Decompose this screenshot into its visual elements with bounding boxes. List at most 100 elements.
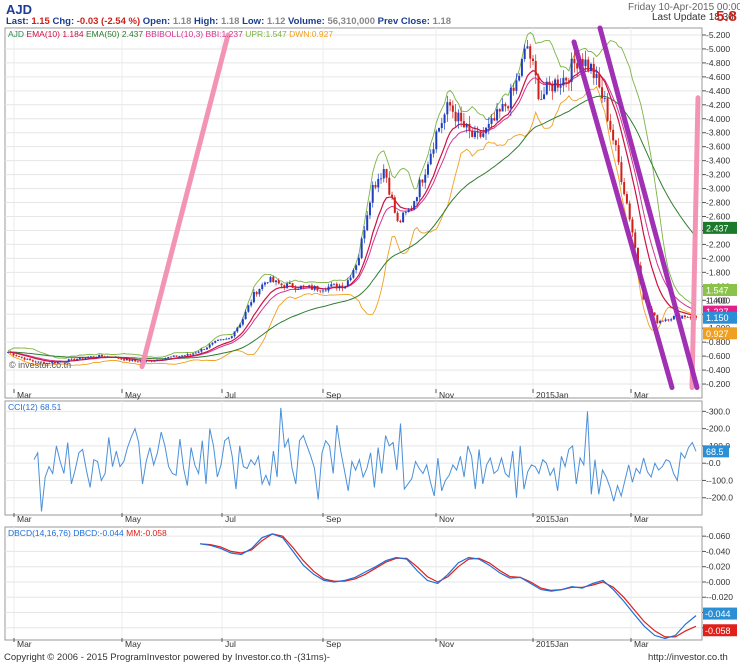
dbcd-legend: DBCD(14,16,76) DBCD:-0.044 MM:-0.058 [8, 528, 167, 538]
candle-body [299, 285, 302, 290]
candle-body [479, 131, 482, 137]
candle-body [670, 319, 673, 321]
candle-body [512, 87, 515, 91]
candle-body [664, 319, 667, 321]
candle-body [255, 292, 258, 295]
candle-body [592, 63, 595, 79]
dbcd-grid [5, 527, 702, 640]
candle-body [283, 285, 286, 288]
candle-body [374, 184, 377, 188]
candle-body [443, 114, 446, 124]
candle-body [111, 357, 114, 358]
price-x-label: Sep [326, 390, 341, 400]
price-x-label: Mar [634, 390, 649, 400]
candle-body [498, 109, 501, 112]
price-y-label: -5.200 [706, 30, 730, 40]
candle-body [614, 140, 617, 146]
price-x-label: May [125, 390, 142, 400]
candle-body [454, 111, 457, 122]
price-y-label: -4.000 [706, 114, 730, 124]
candle-body [620, 162, 623, 183]
candle-body [31, 360, 34, 362]
dbcd-badge-0-label: -0.044 [705, 609, 731, 619]
candle-body [465, 123, 468, 128]
candle-body [598, 73, 601, 88]
candle-body [584, 59, 587, 67]
candle-body [432, 149, 435, 154]
price-y-label: -0.400 [706, 365, 730, 375]
candle-body [686, 317, 689, 318]
candle-body [695, 316, 697, 318]
candle-body [48, 363, 51, 364]
symbol-title: AJD [6, 2, 32, 17]
price-y-label: -0.800 [706, 337, 730, 347]
candle-body [449, 102, 452, 106]
text-part-3: -0.03 (-2.54 %) [77, 16, 140, 27]
candle-body [12, 352, 15, 356]
candle-body [89, 356, 92, 358]
candle-body [59, 361, 62, 363]
candle-body [659, 320, 662, 323]
text-part-0: AJD [8, 29, 26, 39]
price-candles [7, 40, 697, 365]
cci-x-label: May [125, 514, 142, 524]
candle-body [573, 58, 576, 64]
candle-body [134, 359, 137, 362]
candle-body [222, 339, 225, 340]
price-y-label: -2.200 [706, 239, 730, 249]
dbcd-y-label: -0.060 [706, 531, 730, 541]
text-part-4: Open: [140, 16, 173, 27]
dbcd-y-label: -0.020 [706, 562, 730, 572]
candle-body [473, 132, 476, 137]
candle-body [377, 178, 380, 188]
price-y-label: -0.200 [706, 379, 730, 389]
candle-body [219, 339, 222, 341]
price-badge-4-bg [703, 327, 737, 340]
dbcd-y-axis: -0.060-0.040-0.020-0.000--0.020--0.040--… [702, 531, 737, 637]
candle-body [297, 289, 300, 290]
text-part-11: 56,310,000 [327, 16, 375, 27]
candle-body [125, 358, 128, 361]
candle-body [98, 354, 101, 358]
candle-body [131, 359, 134, 361]
price-x-label: 2015Jan [536, 390, 569, 400]
text-part-4: UPR:1.547 [245, 29, 289, 39]
candle-body [139, 361, 142, 363]
text-part-8: Low: [239, 16, 266, 27]
candle-body [520, 59, 523, 76]
candle-body [150, 360, 153, 362]
candle-body [440, 123, 443, 128]
candle-body [117, 356, 120, 359]
candle-body [62, 361, 65, 363]
cci-last-badge-bg [703, 445, 729, 458]
candle-body [388, 177, 391, 195]
candle-body [225, 338, 228, 340]
candle-body [170, 356, 173, 358]
candle-body [421, 179, 424, 183]
candle-body [625, 194, 628, 204]
candle-body [681, 315, 684, 319]
dbcd-y-label: -0.040 [706, 546, 730, 556]
text-part-13: 1.18 [433, 16, 452, 27]
dbcd-badge-1-label: -0.058 [705, 626, 731, 636]
candle-body [393, 197, 396, 213]
candle-body [7, 351, 9, 353]
candle-body [435, 131, 438, 150]
candle-body [385, 169, 388, 178]
candle-body [308, 285, 311, 287]
candle-body [313, 285, 316, 290]
candle-body [507, 106, 510, 109]
candle-body [540, 99, 543, 100]
candle-body [236, 327, 239, 332]
candle-body [266, 282, 269, 284]
price-y-label: -2.000 [706, 253, 730, 263]
price-badge-0-bg [703, 221, 737, 234]
candle-body [653, 312, 656, 316]
dbcd-x-label: Mar [17, 639, 32, 649]
candle-body [413, 201, 416, 210]
candle-body [634, 232, 637, 248]
candle-body [363, 230, 366, 239]
candle-body [570, 58, 573, 82]
candle-body [595, 73, 598, 79]
price-y-label: -4.200 [706, 100, 730, 110]
